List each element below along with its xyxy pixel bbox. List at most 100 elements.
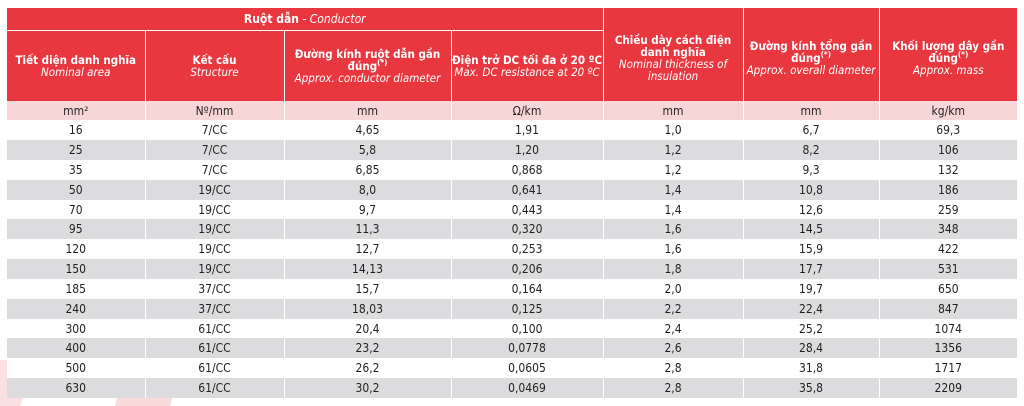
table-cell: 25 bbox=[7, 140, 145, 160]
col-header-en: Nominal thickness of insulation bbox=[618, 56, 728, 83]
table-cell: 500 bbox=[7, 358, 145, 379]
table-cell: 15,9 bbox=[742, 239, 880, 260]
table-cell: 1,2 bbox=[602, 140, 744, 160]
col-header-structure: Kết cấu Structure bbox=[144, 30, 284, 101]
table-cell: 1,4 bbox=[602, 199, 744, 220]
table-cell: 0,206 bbox=[450, 259, 604, 279]
table-cell: 0,868 bbox=[450, 159, 604, 180]
unit-cell: mm bbox=[602, 101, 744, 121]
table-cell: 185 bbox=[7, 278, 145, 299]
table-cell: 240 bbox=[7, 298, 145, 319]
table-row: 630 61/CC 30,2 0,0469 2,8 35,8 2209 bbox=[7, 378, 1018, 398]
table-cell: 19/CC bbox=[144, 179, 284, 200]
table-cell: 106 bbox=[878, 140, 1018, 160]
table-header: Ruột dẫn - Conductor Chiều dày cách điện… bbox=[7, 8, 1018, 102]
table-row: 50 19/CC 8,0 0,641 1,4 10,8 186 bbox=[7, 179, 1018, 200]
table-cell: 2,8 bbox=[602, 378, 744, 398]
table-cell: 61/CC bbox=[144, 338, 284, 359]
table-cell: 35 bbox=[7, 159, 145, 180]
table-cell: 300 bbox=[7, 318, 145, 339]
col-header-overall-diameter: Đường kính tổng gần đúng(*) Approx. over… bbox=[742, 8, 880, 101]
table-cell: 2,0 bbox=[602, 278, 744, 299]
table-cell: 10,8 bbox=[742, 179, 880, 200]
table-cell: 61/CC bbox=[144, 378, 284, 398]
table-cell: 2,2 bbox=[602, 298, 744, 319]
conductor-group-vn: Ruột dẫn bbox=[243, 12, 299, 26]
table-cell: 19/CC bbox=[144, 219, 284, 240]
col-header-insulation: Chiều dày cách điện danh nghĩa Nominal t… bbox=[602, 8, 744, 101]
table-cell: 28,4 bbox=[742, 338, 880, 359]
table-cell: 19/CC bbox=[144, 259, 284, 279]
col-header-vn: Đường kính tổng gần đúng(*) bbox=[749, 38, 873, 65]
table-cell: 14,13 bbox=[283, 259, 451, 279]
data-rows: 16 7/CC 4,65 1,91 1,0 6,7 69,3 25 7/CC 5,8 1,20 1,2… bbox=[7, 120, 1018, 398]
table-cell: 69,3 bbox=[878, 120, 1018, 141]
table-cell: 531 bbox=[878, 259, 1018, 279]
table-cell: 37/CC bbox=[144, 278, 284, 299]
unit-cell: Ω/km bbox=[450, 101, 604, 121]
table-cell: 16 bbox=[7, 120, 145, 141]
units-row-group: mm² Nº/mm mm Ω/km mm mm kg/km bbox=[7, 101, 1018, 121]
table-cell: 19,7 bbox=[742, 278, 880, 299]
table-cell: 400 bbox=[7, 338, 145, 359]
table-cell: 12,7 bbox=[283, 239, 451, 260]
table-row: 120 19/CC 12,7 0,253 1,6 15,9 422 bbox=[7, 239, 1018, 260]
table-cell: 17,7 bbox=[742, 259, 880, 279]
unit-cell: kg/km bbox=[878, 101, 1018, 121]
table-cell: 7/CC bbox=[144, 159, 284, 180]
col-header-en: Nominal area bbox=[41, 65, 111, 79]
table-cell: 7/CC bbox=[144, 120, 284, 141]
table-cell: 0,320 bbox=[450, 219, 604, 240]
table-cell: 120 bbox=[7, 239, 145, 260]
table-cell: 2,4 bbox=[602, 318, 744, 339]
table-cell: 23,2 bbox=[283, 338, 451, 359]
table-row: 16 7/CC 4,65 1,91 1,0 6,7 69,3 bbox=[7, 120, 1018, 141]
table-cell: 37/CC bbox=[144, 298, 284, 319]
col-header-en: Structure bbox=[190, 65, 239, 79]
table-cell: 8,0 bbox=[283, 179, 451, 200]
table-cell: 1356 bbox=[878, 338, 1018, 359]
table-cell: 14,5 bbox=[742, 219, 880, 240]
table-cell: 7/CC bbox=[144, 140, 284, 160]
table-cell: 12,6 bbox=[742, 199, 880, 220]
table-cell: 0,0778 bbox=[450, 338, 604, 359]
table-cell: 1,4 bbox=[602, 179, 744, 200]
table-cell: 26,2 bbox=[283, 358, 451, 379]
table-cell: 0,443 bbox=[450, 199, 604, 220]
table-cell: 186 bbox=[878, 179, 1018, 200]
table-cell: 25,2 bbox=[742, 318, 880, 339]
conductor-group-header: Ruột dẫn - Conductor bbox=[7, 8, 604, 31]
col-header-en: Approx. overall diameter bbox=[746, 62, 876, 77]
table-row: 70 19/CC 9,7 0,443 1,4 12,6 259 bbox=[7, 199, 1018, 220]
col-header-vn: Điện trở DC tối đa ở 20 ºC bbox=[451, 53, 603, 67]
col-header-vn: Chiều dày cách điện danh nghĩa bbox=[614, 32, 732, 59]
col-header-nominal-area: Tiết diện danh nghĩa Nominal area bbox=[7, 31, 145, 102]
table-cell: 6,85 bbox=[283, 159, 451, 180]
table-cell: 150 bbox=[7, 259, 145, 279]
unit-cell: Nº/mm bbox=[144, 101, 284, 121]
col-header-en: Approx. mass bbox=[912, 62, 984, 77]
table-row: 35 7/CC 6,85 0,868 1,2 9,3 132 bbox=[7, 159, 1018, 180]
table-cell: 0,164 bbox=[450, 278, 604, 299]
table-cell: 422 bbox=[878, 239, 1018, 260]
table-row: 185 37/CC 15,7 0,164 2,0 19,7 650 bbox=[7, 278, 1018, 299]
table-cell: 22,4 bbox=[742, 298, 880, 319]
table-cell: 1,20 bbox=[450, 140, 604, 160]
table-row: 95 19/CC 11,3 0,320 1,6 14,5 348 bbox=[7, 219, 1018, 240]
table-cell: 9,3 bbox=[742, 159, 880, 180]
unit-cell: mm bbox=[283, 101, 451, 121]
table-cell: 30,2 bbox=[283, 378, 451, 398]
table-cell: 11,3 bbox=[283, 219, 451, 240]
table-cell: 630 bbox=[7, 378, 145, 398]
table-cell: 70 bbox=[7, 199, 145, 220]
table-cell: 0,641 bbox=[450, 179, 604, 200]
table-cell: 1,8 bbox=[602, 259, 744, 279]
table-row: 500 61/CC 26,2 0,0605 2,8 31,8 1717 bbox=[7, 358, 1018, 379]
table-cell: 132 bbox=[878, 159, 1018, 180]
table-cell: 5,8 bbox=[283, 140, 451, 160]
table-cell: 61/CC bbox=[144, 358, 284, 379]
table-cell: 19/CC bbox=[144, 239, 284, 260]
table-cell: 35,8 bbox=[742, 378, 880, 398]
conductor-group-sep: - bbox=[298, 12, 310, 26]
table-cell: 259 bbox=[878, 199, 1018, 220]
